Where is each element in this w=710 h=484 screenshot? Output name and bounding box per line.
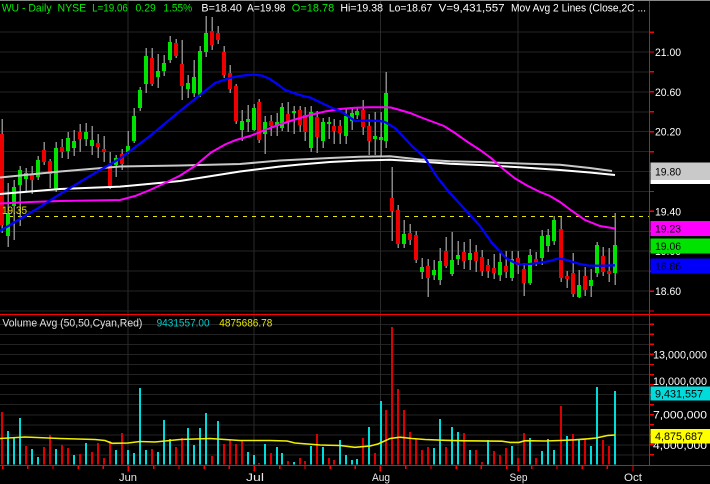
svg-text:4,875,687: 4,875,687 [655, 431, 703, 443]
svg-text:20.60: 20.60 [655, 87, 681, 99]
svg-text:7,000,000: 7,000,000 [653, 410, 707, 422]
svg-text:Oct: Oct [624, 472, 642, 484]
svg-text:O=18.78: O=18.78 [292, 3, 334, 15]
svg-text:21.00: 21.00 [655, 47, 681, 59]
svg-text:19.35: 19.35 [2, 205, 27, 217]
svg-text:V=9,431,557: V=9,431,557 [439, 3, 505, 15]
svg-text:4875686.78: 4875686.78 [219, 318, 272, 330]
svg-text:Jul: Jul [246, 472, 264, 484]
svg-text:19.40: 19.40 [655, 206, 681, 218]
svg-text:Aug: Aug [372, 472, 390, 484]
svg-text:9431557.00: 9431557.00 [157, 318, 210, 330]
svg-text:18.86: 18.86 [655, 261, 681, 273]
svg-text:13,000,000: 13,000,000 [653, 350, 707, 362]
svg-text:9,431,557: 9,431,557 [655, 389, 703, 401]
svg-text:19.06: 19.06 [655, 241, 681, 253]
svg-text:Volume Avg (50,50,Cyan,Red): Volume Avg (50,50,Cyan,Red) [2, 318, 142, 330]
svg-text:WU - Daily: WU - Daily [2, 3, 52, 15]
svg-text:0.29: 0.29 [136, 3, 156, 15]
svg-text:19.80: 19.80 [655, 166, 681, 178]
svg-text:20.20: 20.20 [655, 127, 681, 139]
svg-text:Sep: Sep [510, 472, 528, 484]
svg-text:18.60: 18.60 [655, 286, 681, 298]
svg-text:19.23: 19.23 [655, 224, 681, 236]
svg-text:L=19.06: L=19.06 [92, 3, 128, 15]
svg-text:A=19.98: A=19.98 [247, 3, 286, 15]
svg-text:Jun: Jun [119, 472, 137, 484]
svg-text:Mov Avg 2 Lines (Close,2C ...: Mov Avg 2 Lines (Close,2C ... [511, 3, 646, 15]
svg-text:NYSE: NYSE [58, 3, 87, 15]
svg-text:10,000,000: 10,000,000 [653, 376, 707, 388]
svg-text:Hi=19.38: Hi=19.38 [340, 3, 383, 15]
svg-text:B=18.40: B=18.40 [201, 3, 242, 15]
svg-text:Lo=18.67: Lo=18.67 [389, 3, 432, 15]
svg-text:1.55%: 1.55% [163, 3, 192, 15]
